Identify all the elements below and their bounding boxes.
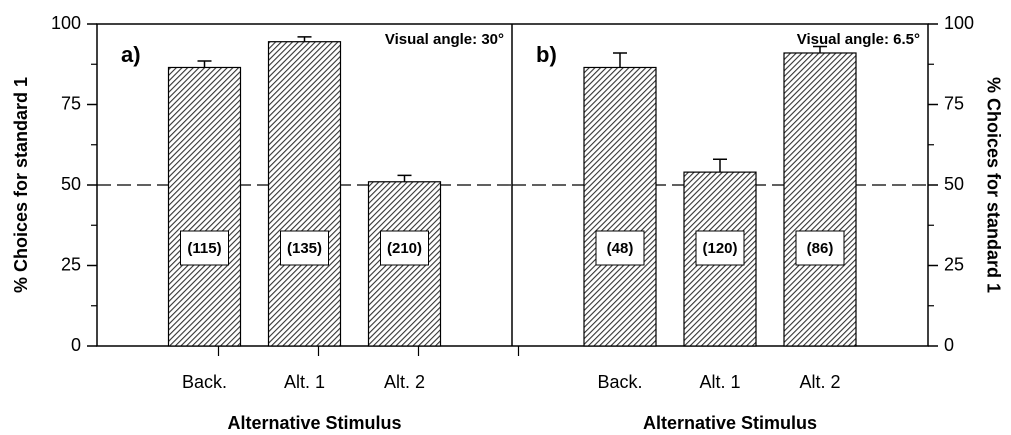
x-axis-label: Alternative Stimulus (227, 413, 401, 433)
x-tick-label: Alt. 1 (284, 372, 325, 392)
y-tick-label: 100 (51, 13, 81, 33)
y-tick-label: 50 (944, 174, 964, 194)
n-label-box (380, 230, 429, 266)
x-axis-label: Alternative Stimulus (643, 413, 817, 433)
bar (167, 66, 242, 347)
error-bar (813, 45, 827, 53)
y-tick-label: 100 (944, 13, 974, 33)
x-tick-label: Alt. 2 (384, 372, 425, 392)
x-tick-label: Back. (182, 372, 227, 392)
y-tick-label: 0 (71, 335, 81, 355)
y-axis-label: % Choices for standard 1 (11, 77, 31, 293)
error-bar (613, 52, 627, 68)
error-bar (197, 60, 212, 68)
y-tick-label: 50 (61, 174, 81, 194)
y-tick-label: 25 (944, 254, 964, 274)
panel-label: b) (536, 42, 557, 67)
panel-label: a) (121, 42, 141, 67)
x-tick-label: Alt. 1 (699, 372, 740, 392)
y-tick-label: 75 (944, 93, 964, 113)
n-label: (86) (807, 240, 834, 257)
annotation: Visual angle: 6.5° (797, 31, 920, 48)
y-tick-label: 0 (944, 335, 954, 355)
n-label-box (695, 230, 745, 266)
bar (583, 66, 657, 347)
error-bar (297, 36, 312, 42)
y-tick-label: 75 (61, 93, 81, 113)
x-tick-label: Back. (597, 372, 642, 392)
annotation: Visual angle: 30° (385, 31, 504, 48)
error-bar (397, 174, 412, 182)
n-label-box (595, 230, 645, 266)
n-label: (135) (287, 240, 322, 257)
x-tick-label: Alt. 2 (799, 372, 840, 392)
bar (267, 41, 342, 347)
n-label: (115) (187, 240, 221, 257)
n-label: (210) (387, 240, 422, 257)
n-label: (48) (607, 240, 634, 257)
bar (783, 52, 857, 347)
y-tick-label: 25 (61, 254, 81, 274)
n-label: (120) (702, 240, 737, 257)
error-bar (713, 158, 727, 173)
n-label-box (180, 230, 229, 266)
n-label-box (795, 230, 845, 266)
n-label-box (280, 230, 329, 266)
y-axis-label: % Choices for standard 1 (983, 77, 1003, 293)
